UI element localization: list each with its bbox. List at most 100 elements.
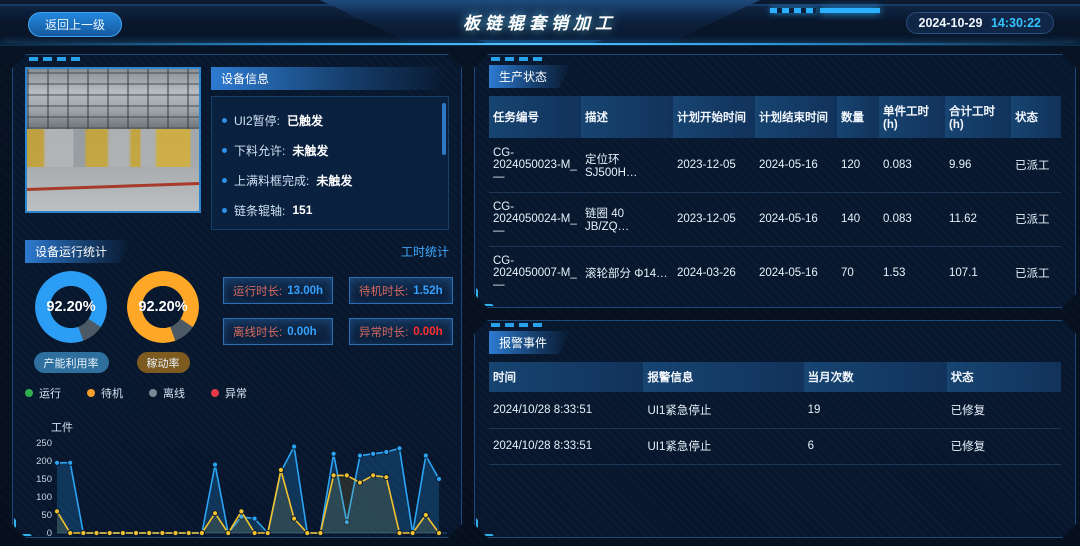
table-cell: 已派工 [1011, 138, 1061, 192]
table-row[interactable]: 2024/10/28 8:33:51 UI1紧急停止 19 已修复 [489, 392, 1061, 428]
table-cell: 2024-03-26 [677, 267, 736, 280]
table-cell: UI1紧急停止 [643, 392, 803, 428]
table-cell: 9.96 [945, 138, 1011, 192]
column-header: 计划结束时间 [755, 96, 837, 138]
svg-text:2024/9/29 23:00:00: 2024/9/29 23:00:00 [25, 538, 98, 546]
gauge-label-pill: 稼动率 [137, 352, 190, 373]
device-info-value: 未触发 [316, 173, 353, 188]
table-row[interactable]: CG-2024050007-M_— 滚轮部分 Φ14… 2024-03-26 2024… [489, 246, 1061, 300]
bullet-icon [222, 148, 227, 153]
output-chart: 工件 0 50 100 150 200 250 2024/9/29 23:00:00 2024… [25, 419, 449, 546]
left-panel: 设备信息 UI2暂停: 已触发 下料允许: 未触发 上满料框完成: 未触发 链条辊轴: 151… [12, 54, 462, 538]
table-cell: 2024/10/28 8:33:51 [489, 428, 643, 464]
column-header: 描述 [581, 96, 673, 138]
stat-value: 0.00h [287, 325, 317, 338]
table-cell: 链圈 40 JB/ZQ… [581, 192, 673, 246]
table-cell: CG-2024050024-M_— [489, 192, 581, 246]
svg-text:2024/10/26 23:00:00: 2024/10/26 23:00:00 [369, 538, 449, 546]
duration-stat-box: 离线时长: 0.00h [223, 318, 333, 345]
stat-label: 离线时长: [233, 326, 283, 339]
device-info-item: UI2暂停: 已触发 [222, 105, 434, 135]
run-stats-header: 设备运行统计 工时统计 [25, 240, 449, 263]
right-column: 生产状态 任务编号 描述 计划开始时间 计划结束时间 数量 单件工时(h) 合计工时(h) 状… [474, 54, 1076, 538]
legend-dot-icon [149, 389, 157, 397]
header-bar: 板链辊套销加工 返回上一级 2024-10-29 14:30:22 [0, 0, 1080, 46]
svg-text:2024/10/17 23:00:00: 2024/10/17 23:00:00 [251, 538, 338, 546]
photo-ceiling [27, 69, 199, 129]
table-row[interactable]: CG-2024050024-M_— 链圈 40 JB/ZQ… 2023-12-05 2… [489, 192, 1061, 246]
bullet-icon [222, 118, 227, 123]
column-header: 报警信息 [643, 362, 803, 392]
production-table: 任务编号 描述 计划开始时间 计划结束时间 数量 单件工时(h) 合计工时(h) 状态 CG-… [489, 96, 1061, 300]
table-cell: UI1紧急停止 [643, 428, 803, 464]
column-header: 合计工时(h) [945, 96, 1011, 138]
stat-label: 待机时长: [359, 285, 409, 298]
datetime-display: 2024-10-29 14:30:22 [905, 12, 1054, 34]
svg-text:0: 0 [47, 528, 52, 539]
svg-text:50: 50 [41, 510, 52, 521]
table-cell: 已派工 [1015, 268, 1050, 281]
device-info-label: UI2暂停: [234, 113, 281, 128]
column-header: 单件工时(h) [879, 96, 945, 138]
production-title: 生产状态 [489, 65, 571, 88]
back-button[interactable]: 返回上一级 [28, 12, 123, 37]
device-info-list: UI2暂停: 已触发 下料允许: 未触发 上满料框完成: 未触发 链条辊轴: 151 [211, 96, 449, 230]
svg-text:150: 150 [36, 474, 52, 485]
stat-label: 运行时长: [233, 285, 283, 298]
svg-text:250: 250 [36, 438, 52, 449]
bullet-icon [222, 208, 227, 213]
gauge-label-pill: 产能利用率 [34, 352, 109, 373]
table-cell: CG-2024050023-M_— [489, 138, 581, 192]
duration-stats: 运行时长: 13.00h 待机时长: 1.52h 离线时长: 0.00h 异常时长: 0.00… [213, 271, 457, 345]
legend-item: 待机 [87, 385, 123, 401]
header-bar-accent-right [820, 8, 880, 13]
table-cell: 6 [804, 428, 947, 464]
device-info-item: 链条辊轴: 151 [222, 195, 434, 225]
state-legend: 运行 待机 离线 异常 [25, 385, 449, 401]
chart-plot: 0 50 100 150 200 250 2024/9/29 23:00:00 2024/10… [25, 435, 449, 546]
gauge-ring-arc [35, 271, 107, 343]
device-top-row: 设备信息 UI2暂停: 已触发 下料允许: 未触发 上满料框完成: 未触发 链条辊轴: 151 [25, 67, 449, 230]
device-info-value: 151 [292, 203, 313, 217]
legend-dot-icon [25, 389, 33, 397]
device-info-label: 链条辊轴: [234, 203, 286, 218]
equipment-photo [25, 67, 201, 213]
device-info-value: 已触发 [287, 113, 324, 128]
device-info-item: 下料允许: 未触发 [222, 135, 434, 165]
legend-item: 异常 [211, 385, 247, 401]
device-info-label: 下料允许: [234, 143, 286, 158]
legend-dot-icon [87, 389, 95, 397]
legend-item: 离线 [149, 385, 185, 401]
table-cell: 0.083 [879, 138, 945, 192]
column-header: 当月次数 [804, 362, 947, 392]
table-cell: CG-2024050007-M_— [493, 255, 577, 292]
stat-value: 13.00h [287, 284, 324, 297]
svg-text:2024/10/8 23:00:00: 2024/10/8 23:00:00 [135, 538, 217, 546]
device-info-label: 上满料框完成: [234, 173, 310, 188]
gauge-value: 92.20% [138, 299, 188, 315]
table-cell: 1.53 [883, 267, 906, 280]
column-header: 时间 [489, 362, 643, 392]
device-info-scrollbar[interactable] [442, 103, 446, 155]
column-header: 任务编号 [489, 96, 581, 138]
gauge-ring: 92.20% [35, 271, 107, 343]
table-row[interactable]: CG-2024050023-M_— 定位环 SJ500H… 2023-12-05 20… [489, 138, 1061, 192]
legend-dot-icon [211, 389, 219, 397]
alarm-header-row: 时间 报警信息 当月次数 状态 [489, 362, 1061, 392]
table-cell: 120 [837, 138, 879, 192]
run-stats-title: 设备运行统计 [25, 240, 131, 263]
device-info-value: 未触发 [292, 143, 329, 158]
table-cell: 70 [841, 267, 854, 280]
work-hours-link[interactable]: 工时统计 [400, 245, 449, 259]
stat-label: 异常时长: [359, 326, 409, 339]
table-row[interactable]: 2024/10/28 8:33:51 UI1紧急停止 6 已修复 [489, 428, 1061, 464]
alarm-title: 报警事件 [489, 331, 571, 354]
table-cell: 11.62 [945, 192, 1011, 246]
table-cell: 2024-05-16 [755, 192, 837, 246]
duration-stat-box: 异常时长: 0.00h [349, 318, 453, 345]
table-cell: 2023-12-05 [673, 192, 755, 246]
stat-value: 0.00h [413, 325, 443, 338]
gauge-ring: 92.20% [127, 271, 199, 343]
duration-stat-box: 运行时长: 13.00h [223, 277, 333, 304]
table-cell: 19 [804, 392, 947, 428]
